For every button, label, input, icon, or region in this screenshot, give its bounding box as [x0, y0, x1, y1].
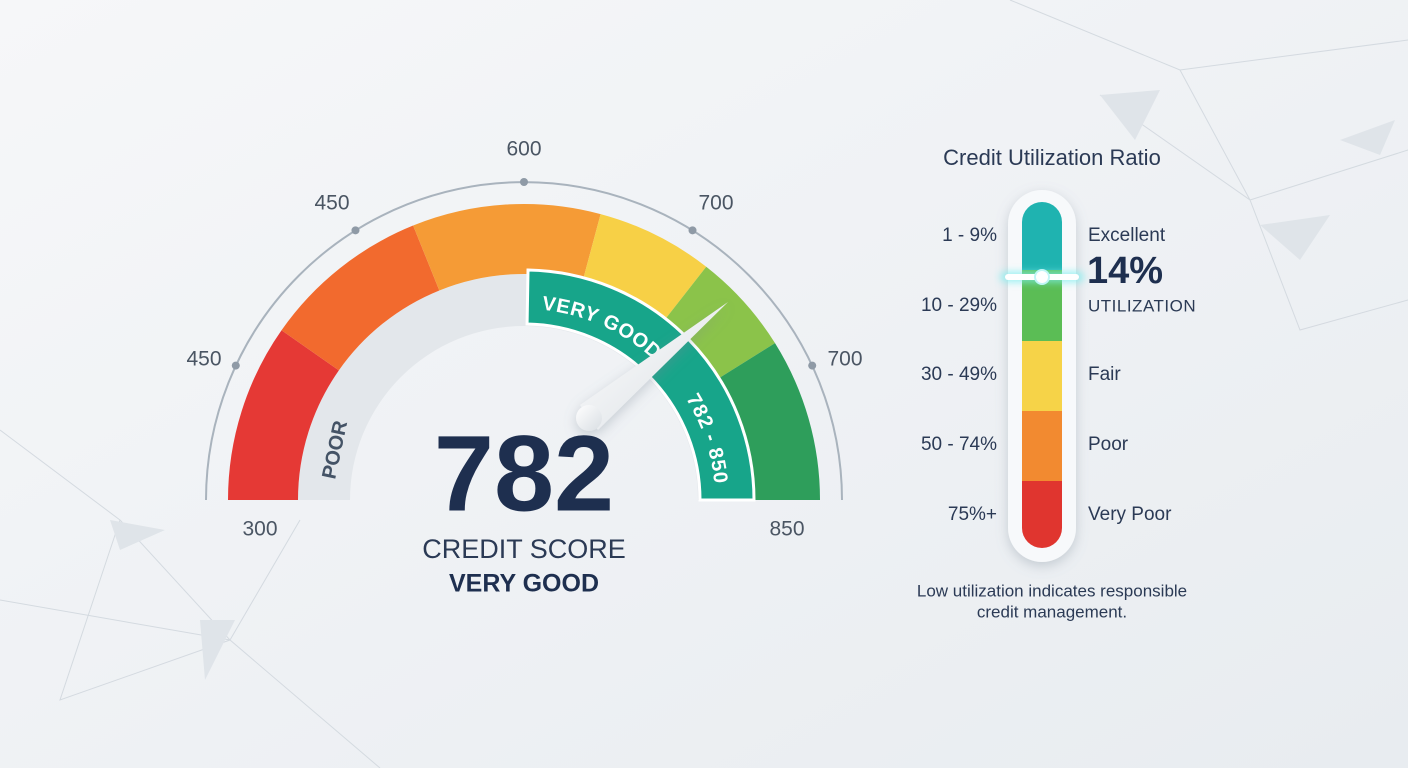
level-label: Fair: [1088, 364, 1121, 385]
scale-dot: [351, 226, 360, 235]
gauge-segment: [228, 330, 339, 500]
gauge-segment: [663, 266, 776, 381]
gauge-segment: [582, 214, 707, 322]
tick-label: 700: [827, 348, 862, 371]
gauge-segment: [413, 204, 601, 291]
scale-dot: [231, 361, 240, 370]
scale-dot: [688, 226, 697, 235]
range-label: 10 - 29%: [921, 295, 997, 316]
gauge-segment: [715, 343, 820, 500]
range-label: 1 - 9%: [942, 225, 997, 246]
rating: VERY GOOD: [449, 570, 599, 598]
scale-dot: [520, 178, 528, 186]
thermometer-bar: [1022, 202, 1062, 548]
tick-label: 300: [242, 518, 277, 541]
utilization-marker: [1000, 269, 1084, 285]
range-label: 30 - 49%: [921, 364, 997, 385]
scale-dot: [808, 361, 817, 370]
tick-label: 450: [186, 348, 221, 371]
tick-label: 600: [506, 138, 541, 161]
highlight-band: [525, 268, 756, 502]
level-label: Very Poor: [1088, 504, 1172, 525]
level-label: Excellent: [1088, 225, 1166, 246]
utilization-caption: UTILIZATION: [1088, 296, 1196, 315]
utilization-title: Credit Utilization Ratio: [943, 145, 1161, 170]
level-label: Poor: [1088, 434, 1129, 455]
note-line: credit management.: [977, 602, 1127, 621]
background-shapes: [110, 90, 1395, 680]
score: 782: [434, 413, 614, 534]
gauge: [205, 178, 843, 502]
tick-label: 850: [769, 518, 804, 541]
score-caption: CREDIT SCORE: [422, 534, 626, 564]
utilization-value: 14%: [1087, 250, 1163, 292]
tick-label: 450: [314, 192, 349, 215]
range-label: 50 - 74%: [921, 434, 997, 455]
gauge-ticks: 300 450 450 600 700 700 850: [186, 138, 862, 541]
tick-label: 700: [698, 192, 733, 215]
utilization-rows: 1 - 9% Excellent 10 - 29% 30 - 49% Fair 50 - …: [921, 225, 1172, 525]
needle: [576, 302, 728, 431]
range-label: 75%+: [948, 504, 997, 525]
note-line: Low utilization indicates responsible: [917, 581, 1187, 600]
gauge-segment: [281, 225, 440, 371]
